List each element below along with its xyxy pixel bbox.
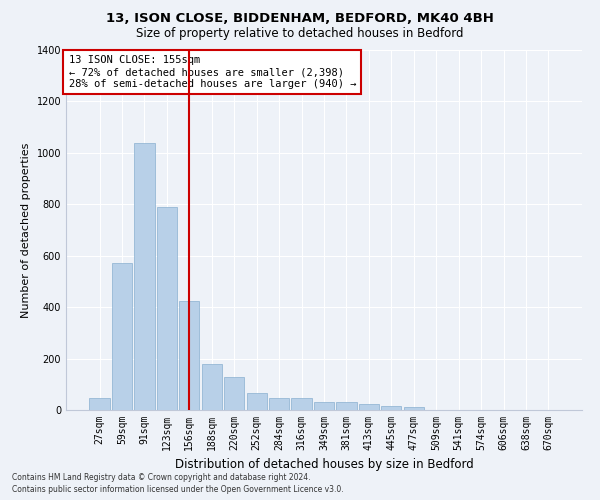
Text: 13 ISON CLOSE: 155sqm
← 72% of detached houses are smaller (2,398)
28% of semi-d: 13 ISON CLOSE: 155sqm ← 72% of detached … <box>68 56 356 88</box>
Bar <box>269 398 289 410</box>
Bar <box>404 407 424 410</box>
Bar <box>247 394 267 410</box>
Bar <box>202 364 222 410</box>
Bar <box>157 207 177 410</box>
Y-axis label: Number of detached properties: Number of detached properties <box>21 142 31 318</box>
Bar <box>337 402 356 410</box>
Text: 13, ISON CLOSE, BIDDENHAM, BEDFORD, MK40 4BH: 13, ISON CLOSE, BIDDENHAM, BEDFORD, MK40… <box>106 12 494 26</box>
Bar <box>381 406 401 410</box>
Bar <box>314 402 334 410</box>
Bar <box>134 142 155 410</box>
Bar <box>179 300 199 410</box>
Bar <box>112 264 132 410</box>
Bar <box>292 398 311 410</box>
Text: Contains HM Land Registry data © Crown copyright and database right 2024.: Contains HM Land Registry data © Crown c… <box>12 472 311 482</box>
Bar <box>359 404 379 410</box>
Text: Size of property relative to detached houses in Bedford: Size of property relative to detached ho… <box>136 28 464 40</box>
Text: Contains public sector information licensed under the Open Government Licence v3: Contains public sector information licen… <box>12 485 344 494</box>
X-axis label: Distribution of detached houses by size in Bedford: Distribution of detached houses by size … <box>175 458 473 471</box>
Bar <box>89 398 110 410</box>
Bar <box>224 376 244 410</box>
